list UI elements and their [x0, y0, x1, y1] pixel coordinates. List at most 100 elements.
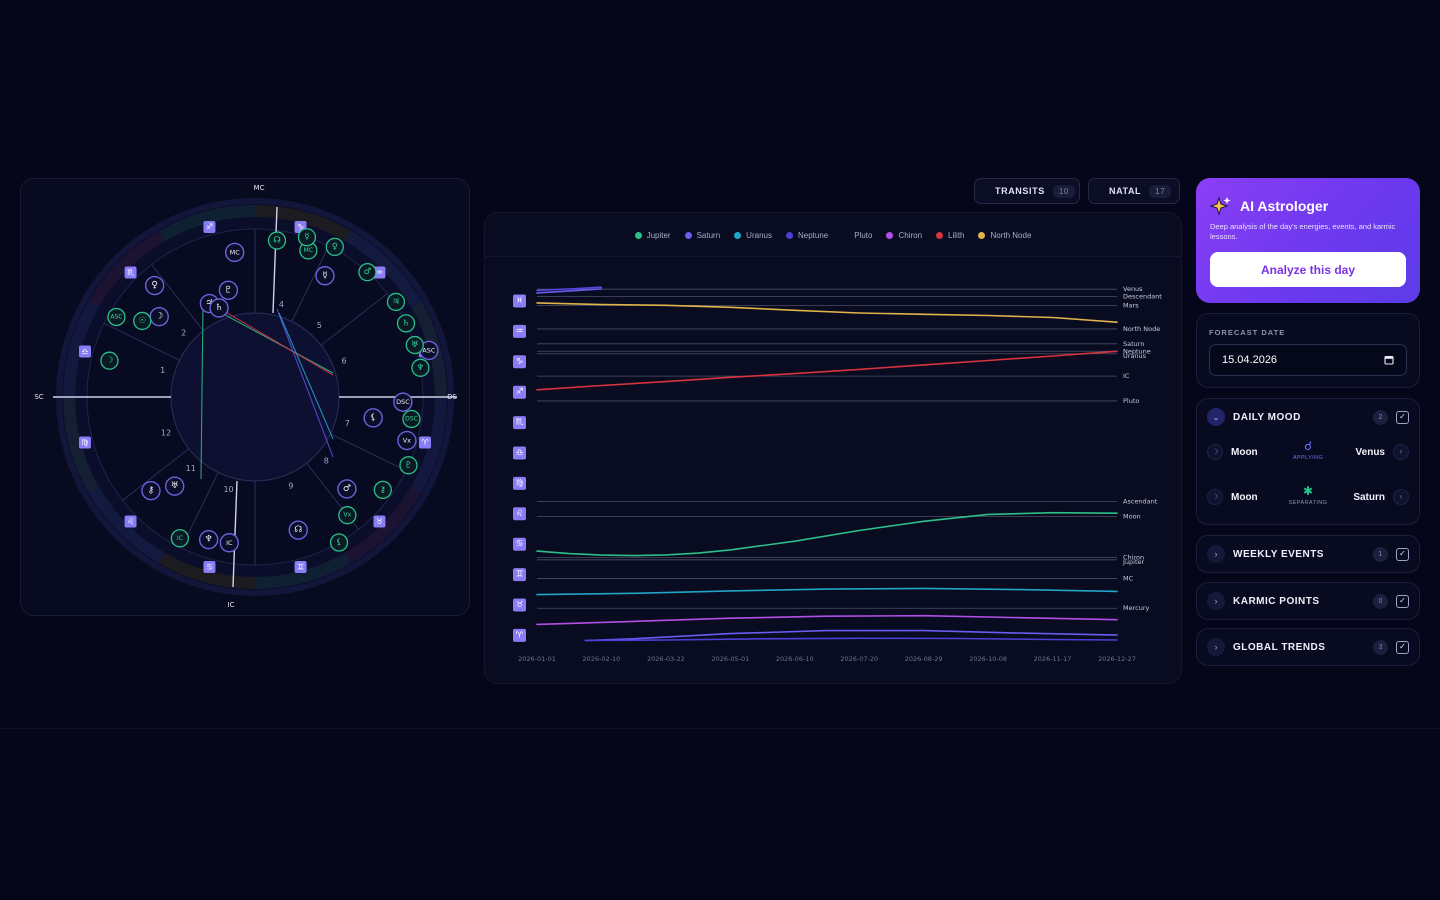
transit-planet[interactable]: ☊	[267, 231, 287, 250]
section-header[interactable]: › WEEKLY EVENTS 1 ✓	[1197, 536, 1419, 572]
sign-badge	[513, 446, 526, 460]
legend-item[interactable]: Saturn	[684, 225, 720, 245]
natal-planet[interactable]: ☿	[315, 266, 335, 286]
house-cusp	[122, 448, 190, 501]
section-header[interactable]: › KARMIC POINTS 0 ✓	[1197, 583, 1419, 619]
sign-icon: ♒	[373, 266, 386, 279]
aspect-row[interactable]: ☽ Moon ☌ APPLYING Venus ♀	[1197, 435, 1419, 480]
chevron-right-icon[interactable]: ›	[1207, 592, 1225, 610]
natal-planet[interactable]: ♄	[209, 298, 229, 318]
natal-planet[interactable]: ☽	[149, 306, 169, 327]
series-line[interactable]	[536, 286, 603, 292]
aspect-glyph: ☌	[1303, 439, 1313, 453]
natal-planet[interactable]: ♅	[165, 476, 185, 496]
chevron-right-icon[interactable]: ›	[1207, 638, 1225, 656]
planet-icon: ♀	[1393, 444, 1409, 460]
tab-transits[interactable]: TRANSITS 10	[974, 178, 1080, 204]
planet-glyph: ⚷	[380, 485, 386, 495]
transit-planet[interactable]: ♇	[399, 456, 418, 475]
aspect-left-planet: ☽ Moon	[1207, 489, 1258, 505]
natal-planet[interactable]: DSC	[393, 392, 413, 412]
transit-planet[interactable]: ♅	[405, 335, 424, 355]
section-weekly-events[interactable]: › WEEKLY EVENTS 1 ✓	[1196, 535, 1420, 573]
planet-glyph: ♀	[332, 242, 338, 252]
house-number: 11	[186, 464, 196, 473]
transit-planet[interactable]: IC	[170, 529, 190, 548]
transit-planet[interactable]: ♂	[358, 263, 377, 282]
transit-planet[interactable]: DSC	[402, 409, 421, 429]
transit-planet[interactable]: Vx	[338, 506, 357, 525]
natal-planet[interactable]: ♇	[218, 280, 239, 300]
planet-glyph: ⚸	[370, 413, 377, 423]
house-number: 4	[279, 300, 284, 309]
series-line[interactable]	[584, 629, 1118, 642]
chevron-right-icon[interactable]: ›	[1207, 545, 1225, 563]
transit-planet[interactable]: ♆	[411, 358, 430, 377]
natal-planet[interactable]: Vx	[397, 430, 417, 451]
planet-name: Saturn	[1353, 491, 1385, 503]
checkbox-icon[interactable]: ✓	[1396, 594, 1409, 608]
transit-planet[interactable]: ♀	[325, 237, 344, 257]
planet-glyph: ♆	[205, 535, 213, 545]
natal-planet[interactable]: ♆	[198, 529, 219, 550]
x-tick-label: 2026-03-22	[647, 655, 685, 663]
transit-planet[interactable]: ☉	[133, 311, 152, 331]
section-karmic-points[interactable]: › KARMIC POINTS 0 ✓	[1196, 582, 1420, 620]
series-line[interactable]	[536, 511, 1118, 557]
sign-badge	[513, 294, 526, 308]
natal-planet[interactable]: ⚷	[141, 480, 161, 501]
analyze-day-button[interactable]: Analyze this day	[1210, 252, 1406, 288]
transit-planet[interactable]: ♄	[396, 314, 416, 333]
tab-natal[interactable]: NATAL 17	[1088, 178, 1180, 204]
legend-item[interactable]: Pluto	[842, 225, 872, 245]
legend-item[interactable]: Jupiter	[634, 225, 671, 245]
legend-item[interactable]: Neptune	[785, 225, 828, 245]
transit-planet[interactable]: ⚸	[329, 533, 349, 552]
planet-ring	[397, 430, 417, 451]
natal-planet[interactable]: MC	[224, 242, 245, 263]
legend-item[interactable]: North Node	[978, 225, 1031, 245]
series-line[interactable]	[536, 302, 1118, 323]
series-line[interactable]	[536, 587, 1118, 596]
transit-planet[interactable]: ☽	[100, 351, 119, 370]
natal-planet[interactable]: ⚸	[363, 408, 383, 428]
checkbox-icon[interactable]: ✓	[1396, 547, 1409, 561]
checkbox-icon[interactable]: ✓	[1396, 640, 1409, 654]
daily-mood-header[interactable]: ⌄ DAILY MOOD 2 ✓	[1197, 399, 1419, 435]
legend-item[interactable]: Lilith	[936, 225, 964, 245]
natal-planet[interactable]: ☊	[288, 520, 308, 540]
calendar-icon[interactable]	[1384, 355, 1394, 365]
planet-glyph: ASC	[110, 314, 122, 321]
series-line[interactable]	[536, 350, 1118, 391]
checkbox-icon[interactable]: ✓	[1396, 410, 1409, 424]
section-global-trends[interactable]: › GLOBAL TRENDS 3 ✓	[1196, 628, 1420, 666]
section-header[interactable]: › GLOBAL TRENDS 3 ✓	[1197, 629, 1419, 665]
sign-glyph: ♌	[516, 509, 524, 519]
sign-icon: ♊	[294, 561, 307, 574]
sign-glyph: ♒	[516, 326, 524, 336]
transit-planet[interactable]: ⚷	[373, 480, 392, 500]
reference-label: Chiron	[1123, 553, 1144, 561]
legend-item[interactable]: Uranus	[734, 225, 772, 245]
legend-item[interactable]: Chiron	[886, 225, 922, 245]
natal-planet[interactable]: ♂	[337, 479, 357, 499]
series-line[interactable]	[584, 637, 1118, 642]
chart-wheel-panel: ♎♏♐♑♒♓♈♉♊♋♌♍123456789101112MCICSCDSMCASC…	[20, 178, 470, 616]
aspect-row[interactable]: ☽ Moon ✱ SEPARATING Saturn ♄	[1197, 480, 1419, 525]
x-tick-label: 2026-11-17	[1034, 655, 1072, 663]
planet-glyph: ♅	[171, 481, 179, 491]
series-line[interactable]	[536, 614, 1118, 626]
house-number: 2	[181, 328, 186, 337]
transit-planet[interactable]: ASC	[107, 307, 126, 327]
transit-planet[interactable]: ♃	[386, 292, 406, 312]
transit-planet[interactable]: ☿	[297, 228, 317, 247]
chevron-down-icon[interactable]: ⌄	[1207, 408, 1225, 426]
chart-wheel[interactable]: ♎♏♐♑♒♓♈♉♊♋♌♍123456789101112MCICSCDSMCASC…	[21, 179, 469, 615]
series-line[interactable]	[536, 288, 603, 294]
natal-planet[interactable]: ♀	[144, 275, 165, 296]
natal-planet[interactable]: ASC	[419, 340, 439, 361]
forecast-date-input[interactable]: 15.04.2026	[1209, 344, 1407, 376]
natal-planet[interactable]: IC	[219, 533, 240, 553]
planet-glyph: ASC	[422, 346, 436, 354]
